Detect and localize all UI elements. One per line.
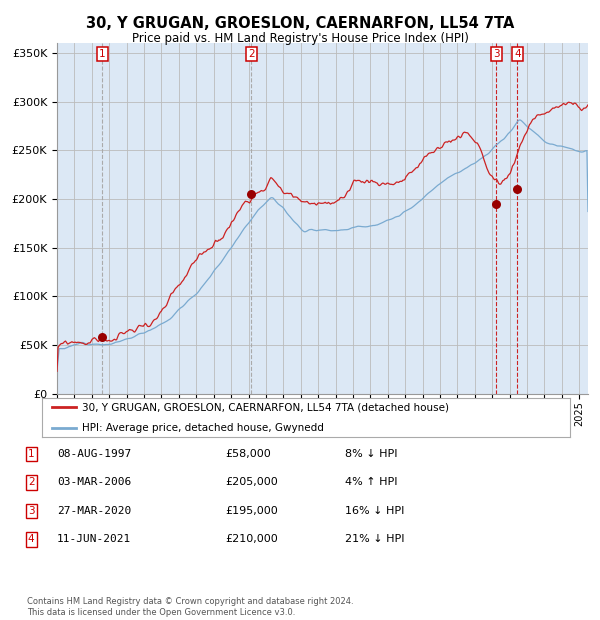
Text: 03-MAR-2006: 03-MAR-2006 [57,477,131,487]
Text: HPI: Average price, detached house, Gwynedd: HPI: Average price, detached house, Gwyn… [82,423,323,433]
Text: 30, Y GRUGAN, GROESLON, CAERNARFON, LL54 7TA (detached house): 30, Y GRUGAN, GROESLON, CAERNARFON, LL54… [82,402,449,412]
Text: 27-MAR-2020: 27-MAR-2020 [57,506,131,516]
Text: 3: 3 [493,48,500,59]
Text: 11-JUN-2021: 11-JUN-2021 [57,534,131,544]
Text: £58,000: £58,000 [225,449,271,459]
Text: Price paid vs. HM Land Registry's House Price Index (HPI): Price paid vs. HM Land Registry's House … [131,32,469,45]
Text: 1: 1 [28,449,35,459]
Text: 4% ↑ HPI: 4% ↑ HPI [345,477,398,487]
Text: 2: 2 [248,48,255,59]
Text: 08-AUG-1997: 08-AUG-1997 [57,449,131,459]
Text: 21% ↓ HPI: 21% ↓ HPI [345,534,404,544]
Text: 2: 2 [28,477,35,487]
Text: 3: 3 [28,506,35,516]
Text: 16% ↓ HPI: 16% ↓ HPI [345,506,404,516]
Text: £195,000: £195,000 [225,506,278,516]
Text: 4: 4 [514,48,521,59]
Text: 1: 1 [99,48,106,59]
Text: Contains HM Land Registry data © Crown copyright and database right 2024.
This d: Contains HM Land Registry data © Crown c… [27,598,353,617]
Text: £210,000: £210,000 [225,534,278,544]
Text: 30, Y GRUGAN, GROESLON, CAERNARFON, LL54 7TA: 30, Y GRUGAN, GROESLON, CAERNARFON, LL54… [86,16,514,30]
Text: £205,000: £205,000 [225,477,278,487]
Text: 8% ↓ HPI: 8% ↓ HPI [345,449,398,459]
Text: 4: 4 [28,534,35,544]
